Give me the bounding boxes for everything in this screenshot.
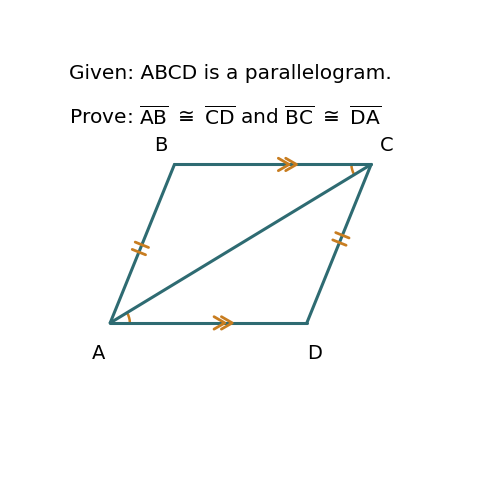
Text: C: C — [380, 136, 393, 155]
Text: Prove: $\mathsf{\overline{AB}}$ $\mathsf{\cong}$ $\mathsf{\overline{CD}}$ and $\: Prove: $\mathsf{\overline{AB}}$ $\mathsf… — [68, 105, 381, 128]
Text: Given: ABCD is a parallelogram.: Given: ABCD is a parallelogram. — [68, 65, 391, 83]
Text: D: D — [307, 343, 322, 363]
Text: A: A — [92, 343, 105, 363]
Text: B: B — [155, 136, 168, 155]
